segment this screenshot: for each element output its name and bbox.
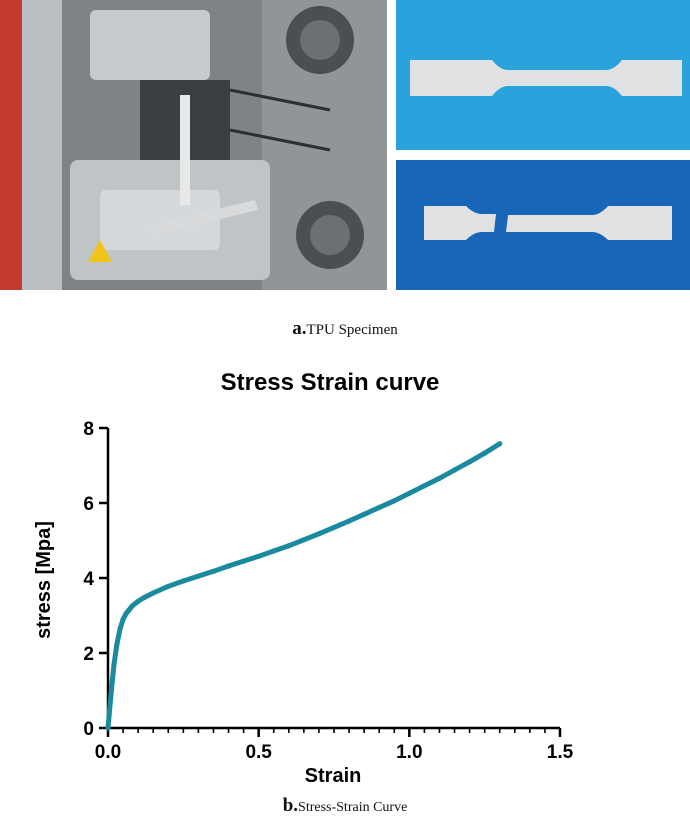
data-point — [105, 725, 111, 731]
caption-a-letter: a. — [292, 318, 307, 339]
data-point — [241, 558, 247, 564]
data-point — [117, 626, 123, 632]
data-point — [129, 603, 135, 609]
data-point — [165, 583, 171, 589]
data-point — [436, 475, 443, 481]
specimen-intact-photo — [396, 0, 690, 150]
data-point — [120, 616, 126, 622]
data-point — [467, 459, 473, 465]
caption-a: a.TPU Specimen — [0, 318, 690, 340]
x-axis-label: Strain — [305, 765, 362, 787]
data-point — [406, 490, 412, 496]
x-tick-label: 0.0 — [95, 742, 121, 763]
data-point — [331, 524, 337, 530]
data-point — [391, 498, 397, 504]
specimen-fractured-photo — [396, 160, 690, 290]
data-point — [135, 598, 141, 604]
testing-machine-illustration — [0, 0, 387, 290]
data-point — [123, 611, 129, 617]
y-tick-label: 2 — [83, 644, 94, 665]
data-point — [421, 483, 427, 489]
data-point — [497, 441, 503, 447]
data-point — [210, 568, 217, 574]
y-tick-label: 4 — [83, 569, 94, 590]
chart-title: Stress Strain curve — [221, 369, 440, 396]
data-point — [361, 511, 367, 517]
x-tick-label: 1.5 — [547, 742, 574, 763]
data-point — [271, 548, 277, 554]
caption-b-text: Stress-Strain Curve — [298, 800, 408, 815]
data-point — [180, 578, 186, 584]
data-point — [482, 450, 488, 456]
caption-a-text: TPU Specimen — [306, 322, 398, 338]
data-point — [114, 641, 120, 647]
data-point — [141, 594, 147, 601]
y-tick-label: 8 — [83, 419, 94, 440]
data-point — [195, 573, 201, 579]
data-point — [225, 563, 232, 569]
data-point — [106, 708, 113, 714]
data-point — [451, 467, 458, 473]
x-tick-label: 1.0 — [396, 742, 422, 763]
specimen-intact-illustration — [396, 0, 690, 150]
y-tick-label: 6 — [83, 494, 94, 515]
testing-machine-photo — [0, 0, 387, 290]
data-point — [111, 661, 117, 667]
data-point — [301, 537, 307, 543]
stress-strain-chart: Stress Strain curve stress [Mpa] Strain … — [33, 369, 574, 787]
y-tick-label: 0 — [83, 719, 94, 740]
data-point — [150, 590, 156, 596]
x-tick-label: 0.5 — [245, 742, 272, 763]
data-point — [316, 531, 322, 537]
data-point — [126, 607, 132, 613]
data-point — [376, 504, 382, 511]
y-axis-label: stress [Mpa] — [33, 521, 55, 639]
caption-b-letter: b. — [282, 795, 299, 816]
data-point — [256, 553, 262, 559]
data-point — [108, 691, 114, 697]
specimen-fractured-illustration — [396, 160, 690, 290]
data-point — [346, 518, 352, 524]
data-point — [286, 543, 292, 549]
data-point — [109, 676, 116, 682]
caption-b: b.Stress-Strain Curve — [0, 795, 690, 817]
